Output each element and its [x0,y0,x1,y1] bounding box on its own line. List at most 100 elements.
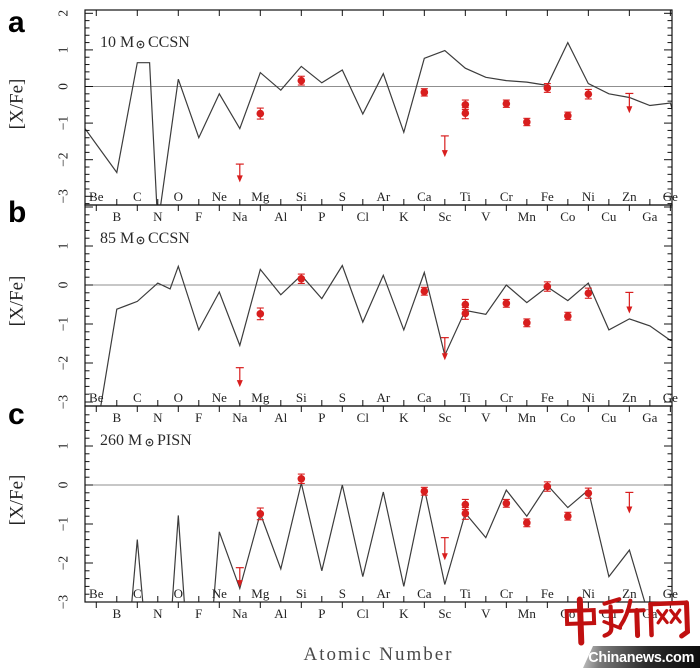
panel-title-b: 85 M [100,230,134,247]
y-tick-label-b: 0 [56,281,71,288]
element-label-Cu: Cu [601,209,617,224]
y-tick-label-a: −3 [56,189,71,204]
x-axis-3: Be C O Ne Mg Si S Ar Ca Ti Cr Fe Ni Zn Ge B N F Na Al P Cl K Sc… [89,586,678,621]
element-label-Na: Na [232,209,247,224]
obs-point-Co-8 [564,311,572,321]
obs-point-Ti-4 [461,307,470,320]
x-axis-2: Be C O Ne Mg Si S Ar Ca Ti Cr Fe Ni Zn Ge B N F Na Al P Cl K Sc… [89,390,678,425]
element-label-S: S [339,390,346,405]
panel-title-type-b: CCSN [148,230,190,247]
element-label-Ge: Ge [663,390,678,405]
element-label-B: B [112,209,121,224]
element-label-P: P [318,606,325,621]
element-label-O: O [174,189,183,204]
y-ticks-a [85,12,672,205]
element-label-Ni: Ni [582,390,595,405]
element-label-Ni: Ni [582,586,595,601]
upper-limit-Sc [440,537,449,561]
panel-letter-b: b [8,196,26,229]
element-label-Si: Si [296,189,307,204]
element-label-F: F [195,209,202,224]
element-label-Sc: Sc [438,606,451,621]
element-label-Sc: Sc [438,410,451,425]
element-label-Mg: Mg [251,586,270,601]
element-label-Cl: Cl [357,410,370,425]
obs-point-Mn-6 [523,117,531,127]
obs-point-Ti-3 [461,99,470,111]
element-label-S: S [339,586,346,601]
y-tick-label-a: 2 [56,10,71,17]
y-tick-label-a: −2 [56,153,71,167]
element-label-Na: Na [232,410,247,425]
obs-point-Ni-9 [584,487,593,499]
y-axis-label-c: [X/Fe] [7,475,28,526]
y-tick-label-c: −2 [56,556,71,570]
element-label-Al: Al [274,606,287,621]
element-label-K: K [399,209,409,224]
element-label-O: O [174,390,183,405]
upper-limit-Sc [440,337,449,361]
obs-point-Ni-9 [584,287,593,299]
x-axis-1: Be C O Ne Mg Si S Ar Ca Ti Cr Fe Ni Zn Ge B N F Na Al P Cl K Sc… [89,189,678,224]
element-label-Fe: Fe [541,586,554,601]
element-label-Be: Be [89,390,104,405]
x-axes: Be C O Ne Mg Si S Ar Ca Ti Cr Fe Ni Zn Ge B N F Na Al P Cl K Sc… [89,10,678,621]
obs-point-Ca-2 [420,88,429,97]
element-label-Cr: Cr [500,189,514,204]
element-label-V: V [481,606,491,621]
element-label-Ga: Ga [642,410,657,425]
obs-point-Fe-7 [543,281,552,292]
element-label-Mn: Mn [518,209,537,224]
element-label-K: K [399,606,409,621]
element-label-N: N [153,410,163,425]
y-tick-label-c: 1 [56,443,71,450]
element-label-B: B [112,410,121,425]
element-label-Ne: Ne [212,390,227,405]
obs-point-Ca-2 [420,286,429,296]
obs-point-Mg-0 [256,307,265,321]
model-curve-b [100,264,672,406]
obs-point-Mg-0 [256,107,265,120]
model-curve-c [131,482,646,602]
y-tick-label-c: 0 [56,481,71,488]
panel-b: 1 0 −1 −2 −3 b [X/Fe] 85 M CCSN [7,196,673,409]
obs-point-Fe-7 [543,83,552,93]
sun-symbol-icon [136,40,145,49]
upper-limit-Na [235,367,244,388]
element-label-Mn: Mn [518,606,537,621]
element-label-Cl: Cl [357,209,370,224]
panel-title-a: 10 M [100,34,134,51]
observations-b [235,273,634,388]
model-curve-a [85,41,672,205]
element-label-Cr: Cr [500,390,514,405]
obs-point-Si-1 [297,473,306,484]
element-label-Ar: Ar [376,189,390,204]
element-label-Mn: Mn [518,410,537,425]
y-axis-label-b: [X/Fe] [7,276,28,327]
y-tick-label-a: 1 [56,47,71,54]
element-label-Cr: Cr [500,586,514,601]
sun-symbol-icon [145,438,154,447]
element-label-Ga: Ga [642,209,657,224]
element-label-Co: Co [560,209,575,224]
obs-point-Co-8 [564,111,572,120]
y-tick-label-b: −2 [56,356,71,370]
panel-c: 1 0 −1 −2 −3 c [X/Fe] 260 M PISN [7,398,673,609]
upper-limit-Na [235,163,244,183]
y-tick-label-c: −1 [56,517,71,531]
upper-limit-Na [235,567,244,588]
obs-point-Cr-5 [502,498,511,508]
element-label-Co: Co [560,606,575,621]
element-label-Ne: Ne [212,586,227,601]
element-label-V: V [481,410,491,425]
element-label-V: V [481,209,491,224]
element-label-Mg: Mg [251,390,270,405]
element-label-O: O [174,586,183,601]
y-axis-label-a: [X/Fe] [7,79,28,130]
panel-frame-c [84,405,673,603]
panel-title-c: 260 M [100,432,142,449]
element-label-Ge: Ge [663,189,678,204]
element-label-F: F [195,410,202,425]
element-label-Fe: Fe [541,189,554,204]
